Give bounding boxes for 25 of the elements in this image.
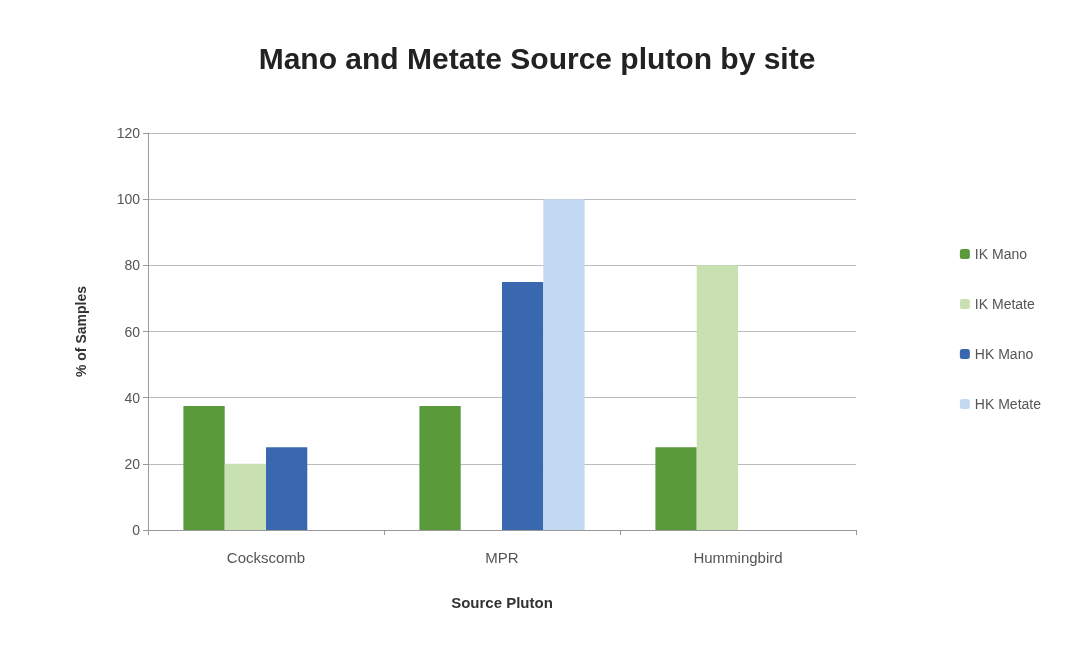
bar	[655, 447, 697, 530]
y-tick-label: 60	[124, 323, 141, 340]
x-tick-label: MPR	[485, 549, 519, 566]
chart-title: Mano and Metate Source pluton by site	[258, 41, 816, 75]
y-tick-label: 0	[132, 522, 141, 538]
legend-label: IK Mano	[974, 246, 1028, 262]
bar	[543, 199, 585, 530]
bar	[224, 463, 266, 530]
y-tick-label: 80	[124, 257, 141, 274]
bar	[419, 405, 461, 530]
legend-label: HK Metate	[974, 396, 1042, 412]
y-tick-label: 100	[116, 191, 141, 208]
x-tick-label: Hummingbird	[693, 549, 783, 566]
x-axis-title: Source Pluton	[451, 594, 553, 611]
y-tick-label: 40	[124, 389, 141, 406]
bar	[266, 447, 308, 530]
y-tick-label: 120	[116, 125, 141, 141]
y-tick-label: 20	[124, 455, 141, 472]
bar	[183, 405, 225, 530]
x-tick-label: Cockscomb	[226, 549, 306, 566]
bar	[696, 265, 738, 530]
bar	[502, 281, 544, 530]
y-axis-title: % of Samples	[73, 285, 89, 378]
legend-label: HK Mano	[974, 346, 1034, 362]
legend-label: IK Metate	[974, 296, 1035, 312]
